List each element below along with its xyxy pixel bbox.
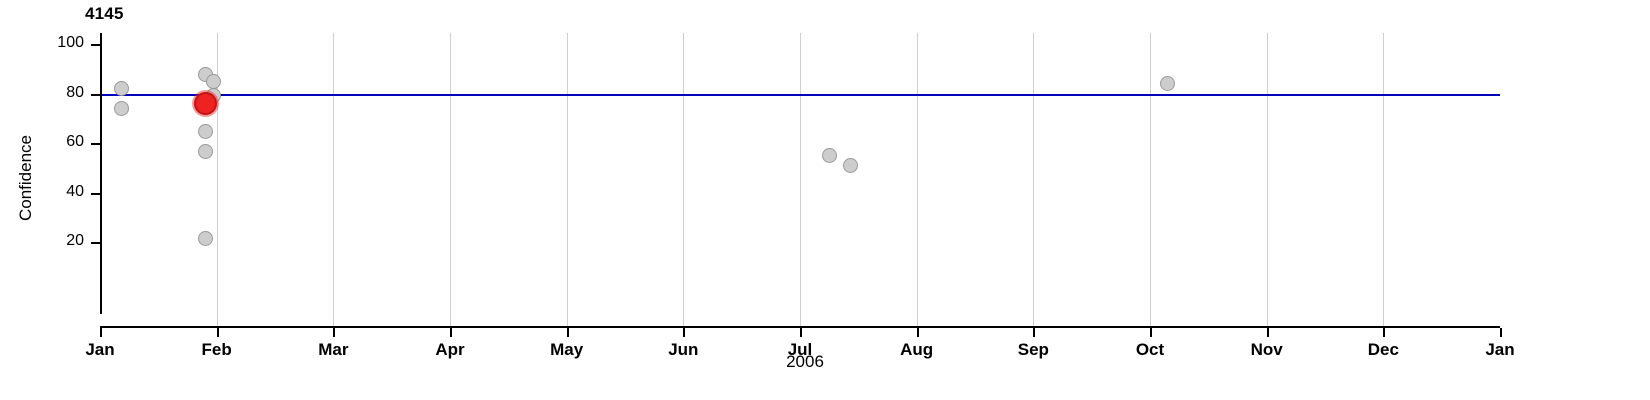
x-axis-tick-label: Jul (787, 340, 813, 359)
data-point[interactable] (197, 230, 213, 246)
x-axis-tick-label: Apr (435, 340, 465, 359)
x-axis-tick-label: Dec (1367, 340, 1399, 359)
chart-title: 4145 (85, 4, 124, 23)
x-axis-tick-label: May (550, 340, 584, 359)
x-axis-tick-label: Mar (318, 340, 349, 359)
reference-line (100, 93, 1500, 96)
x-axis-tick (1150, 328, 1152, 337)
gridline (1383, 33, 1385, 326)
y-axis-tick-label: 100 (57, 34, 84, 51)
x-axis-label-text: 2006 (786, 352, 824, 371)
gridline (683, 33, 685, 326)
gridline (566, 33, 568, 326)
x-axis-tick (216, 328, 219, 337)
x-axis-tick-label: Oct (1135, 340, 1165, 359)
x-axis-tick (1383, 328, 1386, 337)
x-axis-tick (1500, 328, 1502, 337)
data-point[interactable] (1160, 76, 1175, 92)
data-point[interactable] (197, 124, 213, 140)
data-point[interactable] (197, 144, 213, 160)
data-point[interactable] (113, 100, 129, 116)
data-point[interactable] (205, 73, 221, 89)
x-axis-tick (566, 328, 569, 337)
y-axis-tick (91, 242, 100, 244)
data-point[interactable] (821, 147, 837, 163)
x-axis-tick (333, 328, 336, 337)
x-axis-tick-label: Nov (1250, 340, 1283, 359)
y-axis-tick-label: 60 (66, 133, 84, 150)
y-axis-label: Confidence (16, 135, 35, 222)
gridline (800, 33, 801, 326)
y-axis-tick-label: 40 (66, 182, 84, 200)
gridline (1266, 33, 1268, 326)
y-axis-tick (91, 44, 100, 46)
x-axis-line (100, 326, 1500, 328)
y-axis-line (100, 33, 102, 314)
gridline (1033, 33, 1035, 326)
gridline (333, 33, 335, 326)
y-axis-tick (91, 143, 100, 145)
data-point[interactable] (113, 81, 129, 97)
data-point[interactable] (842, 157, 858, 173)
y-axis-tick (91, 192, 100, 195)
gridline (1150, 33, 1151, 326)
plot-area (100, 30, 1500, 327)
x-axis-tick-label: Jan (85, 340, 115, 359)
x-axis-label: 2006 (0, 352, 1650, 372)
y-axis-tick (91, 93, 100, 96)
x-axis-tick (1266, 328, 1269, 337)
gridline (916, 33, 918, 326)
y-axis-tick-label: 80 (66, 83, 84, 101)
x-axis-tick-label: Sep (1017, 340, 1049, 359)
x-axis-tick-label: Jan (1485, 340, 1515, 359)
x-axis-tick (450, 328, 452, 337)
x-axis-tick (1033, 328, 1036, 337)
data-point-highlighted[interactable] (193, 91, 217, 115)
x-axis-tick (800, 328, 802, 337)
x-axis-tick-label: Jun (668, 340, 699, 359)
y-axis-tick-label: 20 (66, 232, 84, 249)
x-axis-tick (683, 328, 686, 337)
x-axis-tick (100, 328, 102, 337)
x-axis-tick-label: Aug (900, 340, 934, 359)
gridline (450, 33, 451, 326)
x-axis-tick-label: Feb (201, 340, 232, 359)
gridline (216, 33, 218, 326)
x-axis-tick (916, 328, 919, 337)
